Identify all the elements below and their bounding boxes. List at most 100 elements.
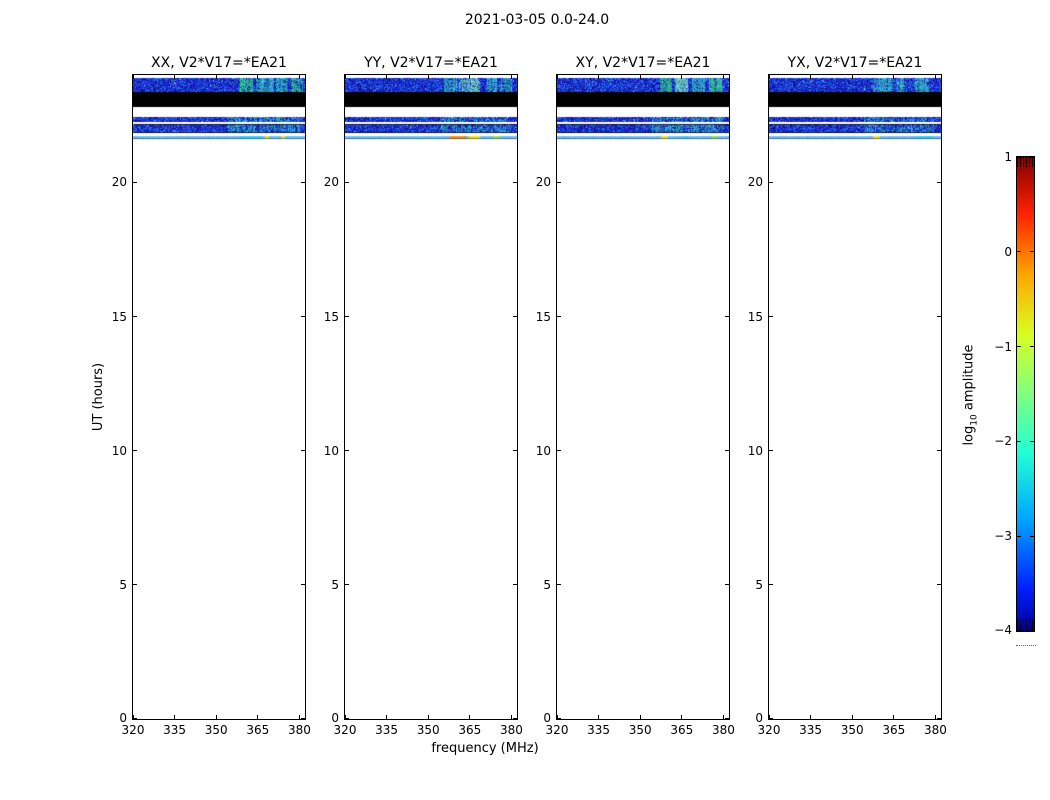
panel-title-xx: XX, V2*V17=*EA21: [151, 55, 287, 71]
y-axis-label: UT (hours): [91, 362, 106, 432]
x-tick: [768, 715, 770, 719]
spectrogram-canvas-yy: [345, 75, 517, 719]
panel-title-yx: YX, V2*V17=*EA21: [787, 55, 923, 71]
y-tick: [133, 584, 137, 586]
y-tick-right: [937, 450, 941, 452]
y-tick-right: [513, 717, 517, 719]
x-tick-top: [298, 75, 300, 79]
colorbar-tick-label: −2: [994, 434, 1012, 449]
y-tick-label: 15: [535, 309, 551, 324]
colorbar: [1016, 156, 1035, 632]
x-tick: [893, 715, 895, 719]
colorbar-tick: [1017, 156, 1021, 158]
y-tick-label: 15: [323, 309, 339, 324]
plot-area-yx: 320 335 350 365 380 0 5 10 15 20: [748, 75, 947, 736]
x-tick-label: 380: [711, 723, 735, 737]
colorbar-label-post: amplitude: [961, 344, 977, 415]
x-tick-label: 335: [799, 723, 823, 737]
figure-title: 2021-03-05 0.0-24.0: [464, 12, 610, 28]
y-tick-right: [937, 717, 941, 719]
x-tick-top: [639, 75, 641, 79]
colorbar-tick-right: [1030, 440, 1034, 442]
y-tick: [345, 316, 349, 317]
x-tick-label: 365: [882, 723, 906, 737]
x-tick-label: 365: [670, 723, 694, 737]
x-tick-top: [174, 75, 176, 79]
x-tick-top: [768, 75, 770, 79]
y-tick-right: [725, 584, 729, 586]
colorbar-tick-label: −3: [994, 529, 1012, 544]
x-tick-top: [469, 75, 471, 79]
colorbar-label-pre: log: [961, 425, 977, 446]
x-tick: [810, 715, 812, 719]
y-tick-right: [301, 717, 305, 719]
y-tick-right: [513, 316, 517, 317]
plot-area-xx: 320 335 350 365 380 0 5 10 15 20: [112, 75, 311, 736]
x-tick-top: [722, 75, 724, 79]
panel-xx: XX, V2*V17=*EA21 320 335 350 365 380 0 5 10 15 20: [112, 55, 311, 736]
colorbar-tick-right: [1030, 535, 1034, 537]
x-tick: [257, 715, 259, 719]
colorbar-bottom-hatch: [1017, 619, 1034, 631]
panel-yy: YY, V2*V17=*EA21 320 335 350 365 380 0 5 10 15 20: [324, 55, 523, 736]
y-tick-right: [301, 450, 305, 452]
x-tick-top: [556, 75, 558, 79]
y-tick: [557, 584, 561, 586]
colorbar-tick-right: [1030, 251, 1034, 253]
colorbar-tick-right: [1030, 156, 1034, 158]
x-tick: [344, 715, 346, 719]
x-tick: [934, 715, 936, 719]
x-tick-label: 380: [499, 723, 523, 737]
x-tick-top: [851, 75, 853, 79]
y-tick-label: 15: [747, 309, 763, 324]
x-tick: [510, 715, 512, 719]
y-tick: [345, 584, 349, 586]
y-tick-right: [301, 316, 305, 317]
x-tick-top: [215, 75, 217, 79]
x-tick-label: 380: [923, 723, 947, 737]
colorbar-tick-label: −4: [994, 623, 1012, 637]
y-tick-right: [725, 717, 729, 719]
x-tick-label: 350: [628, 723, 652, 737]
x-tick-label: 320: [121, 723, 145, 737]
x-tick-top: [386, 75, 388, 79]
x-tick-label: 380: [287, 723, 311, 737]
y-tick: [345, 450, 349, 452]
colorbar-tick: [1017, 440, 1021, 442]
y-tick: [557, 450, 561, 452]
x-tick: [598, 715, 600, 719]
x-tick: [556, 715, 558, 719]
x-tick-top: [810, 75, 812, 79]
colorbar-tick: [1017, 629, 1021, 631]
y-tick-label: 20: [111, 175, 127, 190]
plot-area-xy: 320 335 350 365 380 0 5 10 15 20: [536, 75, 735, 736]
y-tick-label: 10: [747, 443, 763, 458]
y-tick-label: 20: [535, 175, 551, 190]
y-tick-label: 20: [323, 175, 339, 190]
x-tick-top: [934, 75, 936, 79]
colorbar-tick-label: 0: [1004, 244, 1012, 259]
y-tick-right: [937, 181, 941, 183]
y-tick-right: [725, 181, 729, 183]
y-tick: [769, 181, 773, 183]
y-tick: [133, 717, 137, 719]
x-tick-label: 365: [458, 723, 482, 737]
x-tick-top: [427, 75, 429, 79]
y-tick-label: 0: [543, 711, 551, 725]
x-tick: [469, 715, 471, 719]
x-tick-label: 320: [757, 723, 781, 737]
x-tick: [427, 715, 429, 719]
x-tick-label: 335: [163, 723, 187, 737]
y-tick-right: [725, 316, 729, 317]
y-tick-label: 5: [543, 577, 551, 592]
x-tick-top: [132, 75, 134, 79]
colorbar-top-hatch: [1017, 157, 1034, 167]
x-tick: [851, 715, 853, 719]
x-tick-label: 335: [587, 723, 611, 737]
colorbar-label: log10 amplitude: [961, 344, 982, 446]
spectrogram-canvas-xy: [557, 75, 729, 719]
x-tick-label: 365: [246, 723, 270, 737]
colorbar-tick-label: 1: [1004, 150, 1012, 164]
y-tick: [133, 450, 137, 452]
x-tick: [386, 715, 388, 719]
